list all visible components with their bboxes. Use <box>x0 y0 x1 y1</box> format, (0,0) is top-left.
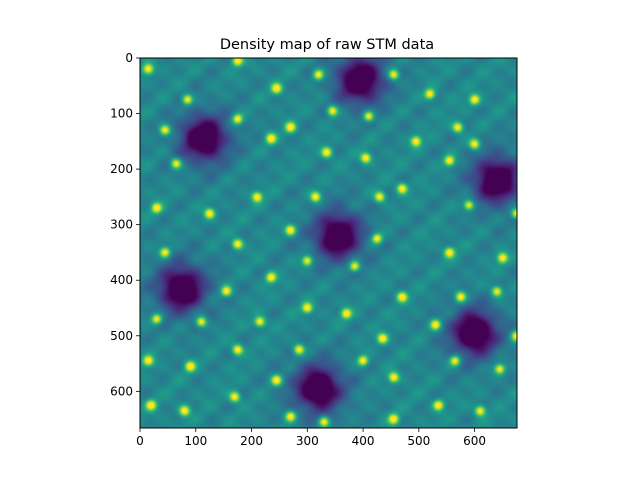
y-tick-label: 500 <box>110 329 133 343</box>
y-tick-label: 600 <box>110 384 133 398</box>
y-tick-label: 200 <box>110 162 133 176</box>
plot-frame <box>139 57 518 429</box>
x-tick-label: 0 <box>136 434 144 448</box>
x-tick-label: 300 <box>296 434 319 448</box>
y-tick-label: 400 <box>110 273 133 287</box>
heatmap-image <box>140 58 517 428</box>
y-tick-label: 0 <box>125 51 133 65</box>
x-tick-label: 400 <box>352 434 375 448</box>
y-tick-label: 100 <box>110 107 133 121</box>
x-tick-label: 500 <box>407 434 430 448</box>
axis-ticks: 0 100 200 300 400 500 600 0 100 200 300 400 500 600 <box>110 51 486 448</box>
y-tick-label: 300 <box>110 218 133 232</box>
chart-title: Density map of raw STM data <box>220 37 434 53</box>
x-tick-label: 100 <box>184 434 207 448</box>
x-tick-label: 200 <box>240 434 263 448</box>
x-tick-label: 600 <box>463 434 486 448</box>
